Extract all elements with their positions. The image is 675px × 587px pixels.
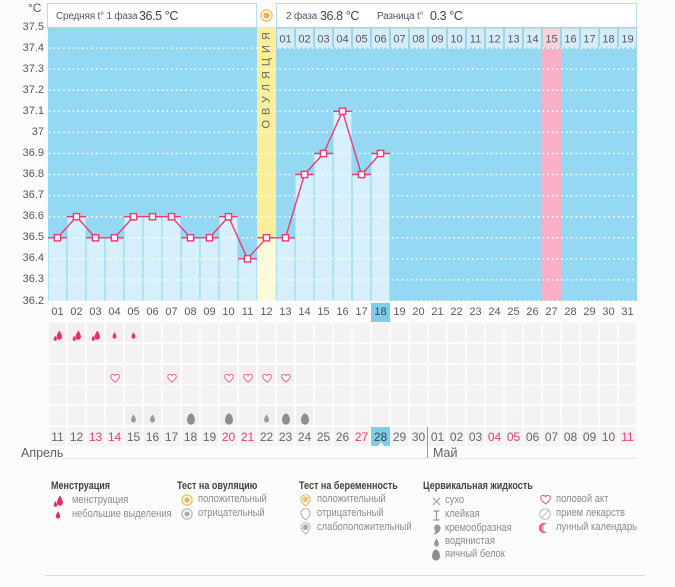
- svg-text:01: 01: [279, 34, 291, 46]
- svg-text:14: 14: [526, 34, 538, 46]
- svg-text:09: 09: [431, 34, 443, 46]
- svg-text:04: 04: [336, 34, 348, 46]
- svg-text:06: 06: [374, 34, 386, 46]
- svg-text:05: 05: [355, 34, 367, 46]
- svg-text:10: 10: [450, 34, 462, 46]
- svg-text:17: 17: [583, 34, 595, 46]
- svg-text:07: 07: [393, 34, 405, 46]
- svg-text:03: 03: [317, 34, 329, 46]
- svg-text:12: 12: [488, 34, 500, 46]
- svg-text:19: 19: [621, 34, 633, 46]
- svg-text:02: 02: [298, 34, 310, 46]
- svg-text:08: 08: [412, 34, 424, 46]
- svg-text:18: 18: [602, 34, 614, 46]
- svg-text:11: 11: [470, 34, 481, 46]
- svg-text:16: 16: [564, 34, 576, 46]
- svg-text:13: 13: [507, 34, 519, 46]
- svg-text:15: 15: [545, 34, 557, 46]
